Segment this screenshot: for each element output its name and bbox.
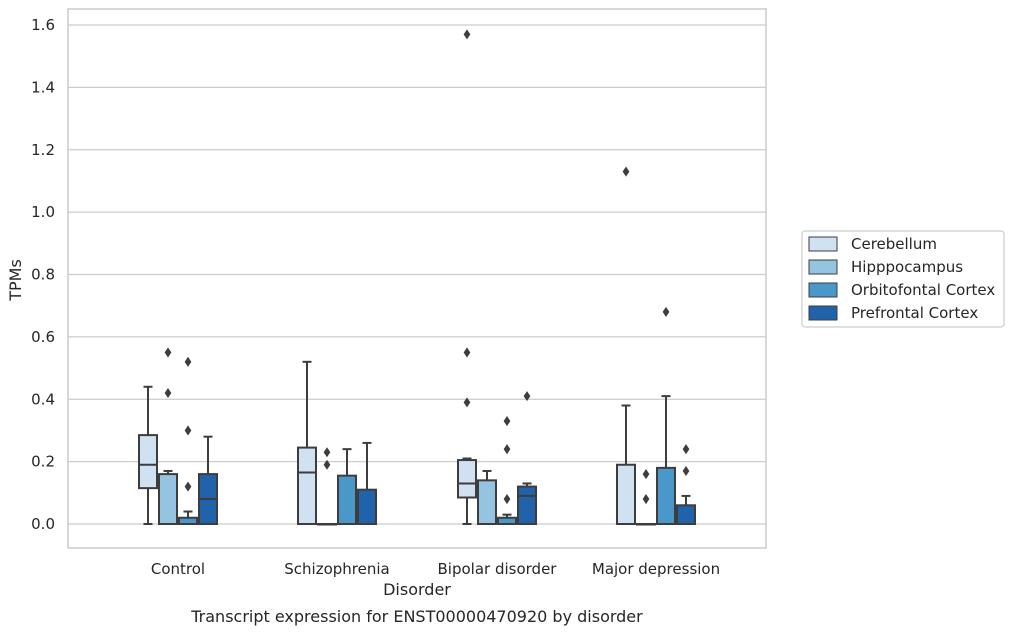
box: [676, 444, 696, 526]
box: [198, 435, 218, 526]
legend-item: Hipppocampus: [808, 258, 963, 276]
legend-swatch: [808, 305, 838, 321]
box: [636, 469, 656, 526]
box: [138, 385, 158, 525]
outlier-marker: [184, 356, 192, 367]
legend-item: Cerebellum: [808, 235, 937, 253]
box: [457, 29, 477, 525]
y-axis-label: TPMs: [6, 259, 25, 302]
legend-label: Prefrontal Cortex: [851, 304, 978, 322]
legend-item: Orbitofontal Cortex: [808, 281, 995, 299]
box-body: [138, 434, 158, 490]
legend-label: Orbitofontal Cortex: [851, 281, 995, 299]
box: [477, 469, 497, 525]
series-hipppocampus: [158, 347, 656, 526]
box: [317, 447, 337, 526]
x-tick-label: Schizophrenia: [284, 560, 389, 578]
box: [517, 391, 537, 526]
chart-caption: Transcript expression for ENST0000047092…: [190, 607, 643, 626]
series-cerebellum: [138, 29, 636, 526]
box: [178, 356, 198, 526]
box-body: [517, 485, 537, 526]
x-tick-label: Major depression: [592, 560, 720, 578]
y-tick-label: 0.6: [31, 328, 55, 346]
box-body: [337, 474, 357, 525]
y-tick-label: 1.6: [31, 16, 55, 34]
box: [357, 441, 377, 526]
y-axis-ticks: 0.0 0.2 0.4 0.6 0.8 1.0 1.2 1.4 1.6: [31, 16, 55, 533]
legend-swatch: [808, 282, 838, 298]
series-orbitofontal-cortex: [178, 306, 676, 526]
y-tick-label: 0.4: [31, 390, 55, 408]
box: [497, 416, 517, 526]
box-body: [477, 479, 497, 525]
box-body: [357, 488, 377, 526]
outlier-marker: [463, 29, 471, 40]
box: [297, 360, 317, 526]
outlier-marker: [164, 387, 172, 399]
x-axis-label: Disorder: [383, 580, 451, 599]
series-prefrontal-cortex: [198, 391, 696, 526]
box-body: [676, 504, 696, 526]
legend-swatch: [808, 236, 838, 252]
outlier-marker: [503, 444, 511, 455]
y-tick-label: 0.8: [31, 266, 55, 284]
outlier-marker: [463, 397, 471, 408]
outlier-marker: [642, 494, 650, 505]
y-tick-label: 1.0: [31, 203, 55, 221]
grid-lines: [68, 24, 766, 525]
y-tick-label: 0.0: [31, 515, 55, 533]
x-axis-ticks: Control Schizophrenia Bipolar disorder Majo…: [151, 560, 720, 578]
box-body: [457, 459, 477, 499]
outlier-marker: [164, 347, 172, 358]
outlier-marker: [184, 481, 192, 492]
outlier-marker: [523, 391, 531, 402]
outlier-marker: [682, 444, 690, 455]
plot-area-border: [67, 8, 767, 549]
outlier-marker: [503, 494, 511, 505]
box: [337, 448, 357, 525]
box-body: [158, 473, 178, 526]
legend-label: Cerebellum: [851, 235, 937, 253]
y-tick-label: 1.4: [31, 78, 55, 96]
legend-frame: [801, 230, 1005, 328]
box: [158, 347, 178, 526]
box-plot-series: [138, 29, 696, 526]
outlier-marker: [323, 447, 331, 458]
box-body: [297, 446, 317, 526]
box: [656, 306, 676, 525]
outlier-marker: [622, 166, 630, 177]
y-tick-label: 1.2: [31, 141, 55, 159]
y-tick-label: 0.2: [31, 453, 55, 471]
legend-item: Prefrontal Cortex: [808, 304, 978, 322]
outlier-marker: [662, 306, 670, 317]
box-body: [616, 463, 636, 525]
legend-label: Hipppocampus: [851, 258, 963, 276]
outlier-marker: [642, 469, 650, 480]
outlier-marker: [184, 425, 192, 436]
outlier-marker: [682, 465, 690, 477]
outlier-marker: [503, 416, 511, 427]
box-body: [656, 466, 676, 525]
outlier-marker: [463, 347, 471, 358]
legend-swatch: [808, 259, 838, 275]
x-tick-label: Control: [151, 560, 205, 578]
outlier-marker: [323, 459, 331, 470]
x-tick-label: Bipolar disorder: [438, 560, 558, 578]
plot-frame: [67, 8, 767, 549]
box: [616, 166, 636, 525]
legend: Cerebellum Hipppocampus Orbitofontal Corte…: [801, 230, 1005, 328]
